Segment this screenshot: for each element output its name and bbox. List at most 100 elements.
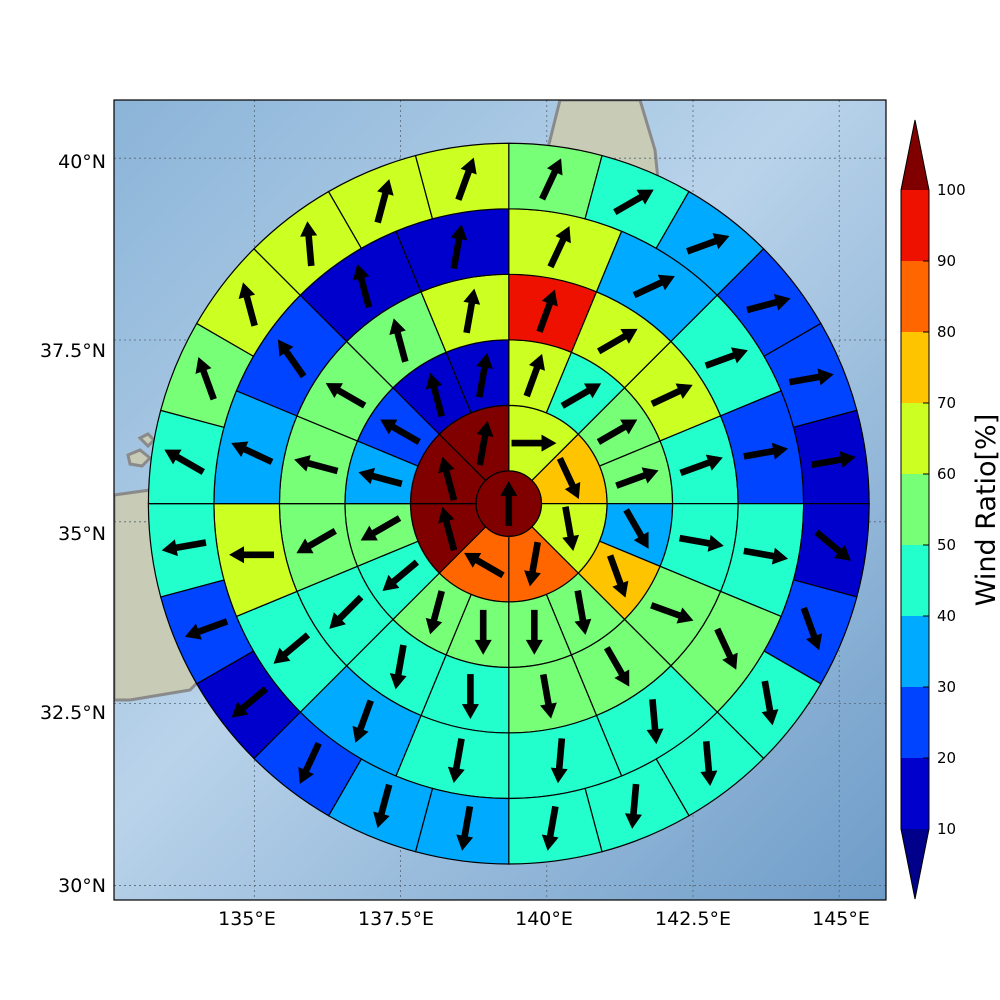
y-tick-label: 37.5°N (40, 340, 106, 362)
colorbar-over-triangle (901, 120, 929, 190)
sector-cell (792, 409, 870, 505)
colorbar-tick-label: 10 (937, 820, 956, 838)
wind-arrow-shape (358, 467, 403, 488)
wind-arrow (231, 441, 274, 465)
wind-arrow-shape (539, 673, 557, 719)
wind-arrow-shape (560, 383, 602, 409)
y-tick-label: 40°N (58, 151, 106, 173)
wind-arrow-shape (352, 263, 373, 309)
wind-arrow (389, 318, 409, 363)
wind-arrow-shape (811, 451, 856, 468)
map-frame (113, 99, 887, 901)
wind-arrow-shape (814, 529, 851, 561)
colorbar-segment (901, 261, 929, 332)
wind-arrow (574, 590, 592, 635)
y-tick-label: 30°N (58, 875, 106, 897)
colorbar-segment (901, 474, 929, 545)
wind-arrow-shape (463, 288, 481, 334)
wind-vectors (161, 157, 856, 851)
wind-arrow-shape (547, 226, 571, 269)
wind-arrow (800, 606, 823, 651)
wind-arrow-shape (298, 741, 322, 785)
wind-arrow (273, 632, 311, 664)
wind-arrow (382, 559, 420, 591)
wind-arrow-shape (389, 644, 407, 690)
wind-arrow-shape (476, 352, 493, 398)
wind-arrow-shape (613, 189, 654, 215)
wind-arrow-shape (679, 454, 723, 477)
colorbar-segments (900, 119, 930, 900)
wind-arrow (539, 158, 563, 201)
wind-arrow-shape (438, 456, 458, 501)
wind-arrow-shape (474, 609, 492, 655)
colorbar-tick-label: 30 (937, 678, 956, 696)
wind-arrow (541, 805, 559, 851)
wind-arrow (380, 419, 421, 445)
wind-arrow (476, 420, 494, 466)
wind-arrow (296, 527, 337, 554)
colorbar-segment (901, 758, 929, 829)
wind-arrow (613, 189, 654, 215)
wind-arrow-shape (550, 738, 568, 784)
wind-arrow (523, 353, 545, 398)
wind-arrow (231, 686, 269, 718)
wind-arrow (562, 506, 580, 551)
wind-arrow-shape (536, 289, 558, 333)
wind-arrow (389, 644, 407, 690)
wind-arrow-shape (500, 481, 518, 526)
wind-arrow (615, 467, 659, 489)
colorbar-segment (901, 545, 929, 616)
wind-arrow (623, 508, 649, 549)
wind-arrow (238, 282, 258, 327)
colorbar-segment (901, 403, 929, 474)
wind-arrow (603, 646, 630, 687)
wind-arrow (679, 534, 724, 552)
map-panel (113, 99, 887, 901)
wind-arrow (814, 529, 851, 561)
wind-arrow-shape (525, 609, 543, 655)
wind-arrow (456, 805, 474, 851)
wind-arrow (450, 224, 468, 270)
sector-cell (508, 787, 603, 865)
wind-arrow (474, 609, 492, 655)
colorbar-segment (901, 687, 929, 758)
colorbar-tick-label: 70 (937, 394, 956, 412)
wind-arrow-shape (238, 282, 258, 327)
colorbar-tick-label: 40 (937, 607, 956, 625)
wind-arrow-shape (325, 383, 367, 409)
wind-arrow-shape (476, 420, 494, 466)
wind-arrow (646, 699, 664, 745)
wind-arrow (743, 547, 789, 565)
wind-arrow-shape (374, 179, 394, 224)
wind-arrow-shape (704, 347, 748, 369)
wind-arrow (686, 233, 730, 255)
wind-arrow-shape (184, 618, 229, 640)
wind-arrow (761, 680, 779, 726)
colorbar-tick-label: 80 (937, 323, 956, 341)
wind-arrow-shape (761, 680, 779, 726)
colorbar-tick-label: 50 (937, 536, 956, 554)
wind-arrow-shape (624, 783, 642, 829)
wind-arrow (539, 673, 557, 719)
x-axis: 135°E 137.5°E 140°E 142.5°E 145°E (218, 908, 870, 930)
wind-arrow-shape (329, 594, 364, 629)
wind-arrow-shape (438, 506, 458, 552)
wind-arrow-shape (360, 515, 402, 541)
wind-arrow (679, 454, 723, 477)
wind-arrow (650, 383, 693, 407)
wind-arrow (438, 456, 458, 501)
wind-arrow-shape (455, 157, 477, 201)
wind-arrow (461, 674, 479, 720)
wind-arrow-shape (389, 318, 409, 363)
wind-arrow-shape (574, 590, 592, 635)
wind-arrow (624, 783, 642, 829)
wind-arrow (447, 738, 465, 783)
colorbar-segment (901, 332, 929, 403)
wind-arrow-shape (746, 293, 791, 314)
wind-arrow-shape (164, 449, 205, 475)
wind-arrow (500, 481, 518, 526)
wind-arrow (373, 783, 393, 829)
wind-arrow (547, 226, 571, 269)
wind-arrow-shape (788, 368, 834, 386)
wind-arrow (425, 372, 445, 418)
